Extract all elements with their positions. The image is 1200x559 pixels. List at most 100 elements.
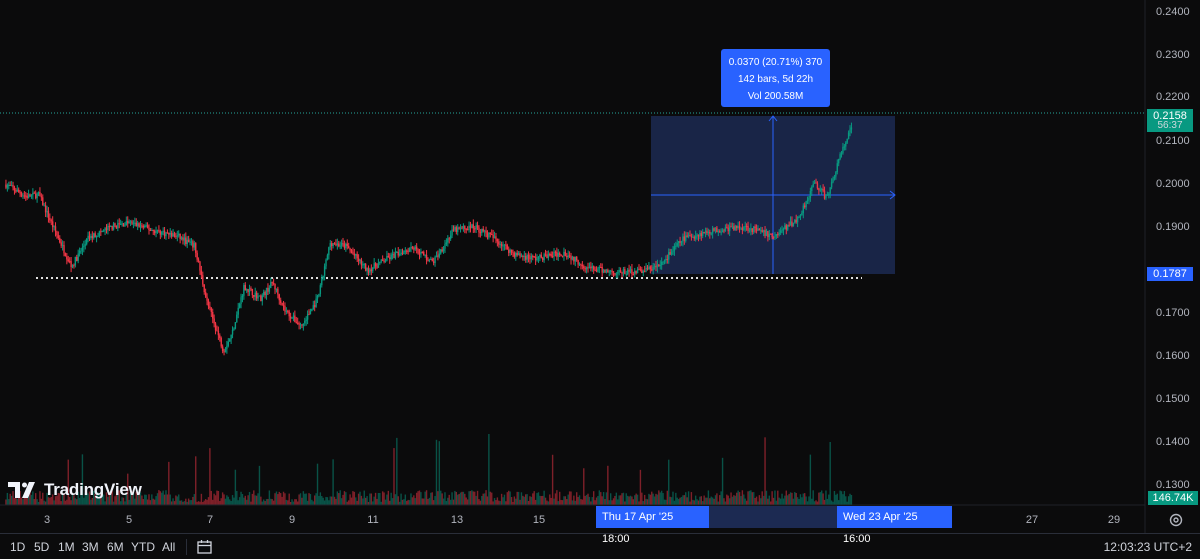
volume-bar [707, 490, 710, 505]
volume-bar [311, 499, 313, 505]
date-range-calendar-icon[interactable] [196, 538, 214, 556]
volume-bar [282, 491, 285, 505]
volume-bar [367, 501, 370, 505]
candle-body [472, 224, 475, 229]
candle-body [551, 255, 554, 257]
measure-range-band [709, 506, 837, 528]
candle-body [383, 260, 385, 262]
timeframe-1m[interactable]: 1M [58, 540, 75, 554]
time-tick: 29 [1107, 514, 1121, 526]
candle-body [396, 252, 398, 254]
candle-body [736, 225, 738, 228]
candle-body [36, 193, 38, 199]
candle-body [285, 310, 288, 312]
candle-body [768, 233, 770, 238]
volume-bar [547, 501, 550, 505]
volume-bar [207, 497, 210, 505]
candle-body [636, 268, 639, 274]
volume-bar [200, 493, 203, 505]
chart-area[interactable] [0, 0, 1200, 533]
candle-body [520, 256, 523, 258]
volume-bar [353, 491, 356, 505]
volume-bar [323, 500, 326, 505]
candle-body [622, 268, 625, 274]
timeframe-6m[interactable]: 6M [107, 540, 124, 554]
volume-bar [29, 490, 31, 505]
candle-body [346, 243, 348, 246]
candle-body [244, 285, 246, 291]
candle-body [679, 241, 681, 243]
candle-body [112, 223, 115, 230]
timeframe-3m[interactable]: 3M [82, 540, 99, 554]
volume-bar [837, 500, 840, 505]
volume-bar [204, 499, 207, 505]
candle-body [573, 256, 575, 262]
volume-bar [322, 497, 324, 505]
volume-bar [760, 498, 762, 505]
volume-bar [415, 492, 418, 505]
volume-bar [720, 491, 722, 505]
volume-bar [823, 499, 826, 505]
candle-body [288, 311, 290, 317]
volume-bar [811, 498, 813, 505]
candle-body [153, 230, 156, 234]
tradingview-logo[interactable]: TradingView [8, 480, 142, 500]
volume-bar [364, 497, 367, 505]
volume-bar [738, 492, 741, 505]
volume-bar [59, 493, 61, 505]
candle-body [128, 221, 130, 224]
candle-body [305, 319, 307, 321]
volume-bar [394, 494, 397, 505]
candle-body [779, 230, 782, 233]
settings-gear-icon[interactable] [1168, 512, 1184, 528]
timeframe-1d[interactable]: 1D [10, 540, 26, 554]
candle-body [308, 314, 310, 316]
timeframe-ytd[interactable]: YTD [131, 540, 155, 554]
candle-body [634, 270, 636, 275]
volume-bar [5, 499, 7, 505]
candle-body [10, 185, 13, 187]
volume-bar [135, 491, 137, 505]
volume-bar [67, 459, 69, 505]
candlesticks [5, 122, 853, 356]
candle-body [226, 345, 228, 350]
candle-body [692, 236, 694, 238]
volume-bar [381, 491, 384, 505]
candle-body [527, 254, 530, 259]
candle-body [813, 182, 816, 184]
timeframe-all[interactable]: All [162, 540, 176, 554]
candle-body [169, 232, 171, 235]
volume-bar [481, 496, 483, 505]
candle-body [721, 230, 724, 233]
volume-bar [376, 498, 378, 505]
volume-bar [798, 499, 800, 505]
candle-body [597, 268, 599, 272]
candle-body [798, 216, 800, 218]
candle-body [734, 225, 737, 230]
volume-bar [636, 494, 639, 505]
candle-body [217, 331, 220, 336]
volume-bar [315, 493, 317, 505]
candle-body [111, 226, 113, 230]
volume-bar [384, 499, 387, 505]
volume-bar [285, 499, 288, 505]
volume-bar [305, 493, 307, 505]
candle-body [743, 227, 745, 230]
volume-bar [234, 469, 237, 505]
volume-bar [152, 498, 154, 505]
volume-bar [777, 490, 779, 505]
volume-bar [570, 491, 572, 505]
candle-body [820, 189, 823, 191]
timeframe-5d[interactable]: 5D [34, 540, 50, 554]
volume-bar [448, 494, 450, 505]
candle-body [713, 228, 715, 231]
volume-bar [464, 493, 466, 505]
timeframe-bar: 1D 5D 1M 3M 6M YTD All 12:03:23 UTC+2 [0, 533, 1200, 559]
volume-bar [440, 490, 442, 505]
volume-bar [554, 493, 557, 505]
candle-body [359, 259, 361, 262]
clock[interactable]: 12:03:23 UTC+2 [1103, 540, 1192, 554]
volume-bar [182, 501, 184, 505]
candle-body [33, 192, 35, 194]
volume-bar [563, 496, 565, 505]
